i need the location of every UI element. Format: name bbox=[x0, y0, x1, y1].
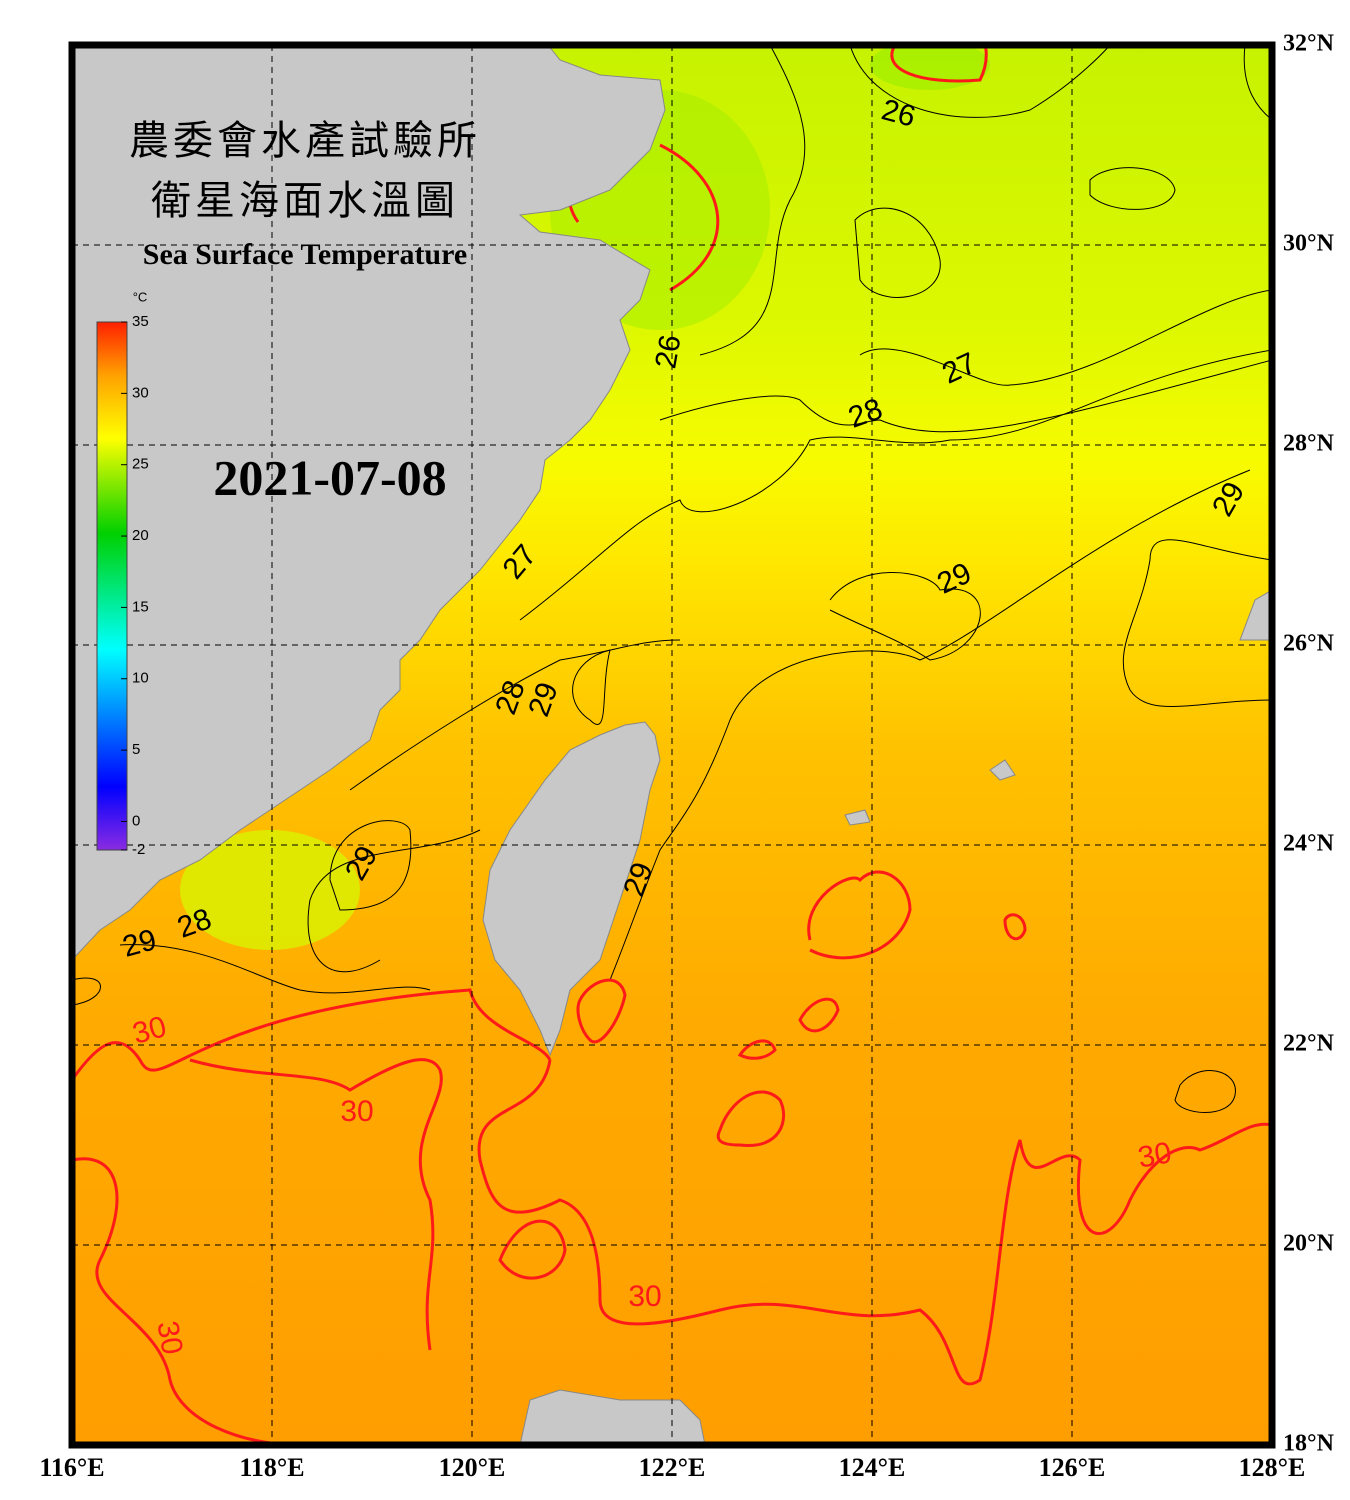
colorbar-tick-label: 10 bbox=[132, 670, 149, 687]
colorbar-tick-label: 0 bbox=[132, 812, 140, 829]
colorbar-tick-label: 5 bbox=[132, 741, 140, 758]
lon-label: 128°E bbox=[1239, 1453, 1306, 1482]
lat-label: 28°N bbox=[1283, 431, 1335, 457]
contour-label: 30 bbox=[628, 1280, 661, 1313]
colorbar bbox=[96, 321, 128, 851]
colorbar-unit: °C bbox=[133, 289, 148, 304]
lat-label: 26°N bbox=[1283, 631, 1335, 657]
contour-label: 26 bbox=[649, 332, 687, 371]
lon-label: 116°E bbox=[39, 1453, 104, 1482]
contours bbox=[72, 45, 1272, 1113]
contours-30 bbox=[72, 45, 1272, 1445]
contour-label: 30 bbox=[340, 1095, 373, 1128]
subtitle: Sea Surface Temperature bbox=[143, 238, 467, 271]
lon-label: 122°E bbox=[639, 1453, 706, 1482]
title-line: 農委會水產試驗所 bbox=[129, 118, 481, 163]
lat-label: 24°N bbox=[1283, 831, 1335, 857]
lat-label: 32°N bbox=[1283, 31, 1335, 57]
lat-label: 22°N bbox=[1283, 1031, 1335, 1057]
grid bbox=[72, 45, 1272, 1445]
contour-label: 30 bbox=[150, 1318, 188, 1357]
land bbox=[72, 45, 1272, 1445]
map-area bbox=[72, 45, 1272, 1445]
contour-label: 30 bbox=[1135, 1136, 1174, 1174]
lon-label: 120°E bbox=[439, 1453, 506, 1482]
colorbar-tick-label: 30 bbox=[132, 384, 149, 401]
lat-label: 30°N bbox=[1283, 231, 1335, 257]
cool-patch bbox=[870, 45, 990, 90]
lat-label: 18°N bbox=[1283, 1431, 1335, 1457]
frame bbox=[68, 41, 1276, 1449]
title-line: 衛星海面水溫圖 bbox=[151, 178, 459, 223]
lat-label: 20°N bbox=[1283, 1231, 1335, 1257]
lon-label: 126°E bbox=[1039, 1453, 1106, 1482]
lon-label: 118°E bbox=[239, 1453, 304, 1482]
colorbar-tick-label: 20 bbox=[132, 527, 149, 544]
colorbar-tick-label: -2 bbox=[132, 841, 145, 858]
lon-label: 124°E bbox=[839, 1453, 906, 1482]
cool-patch bbox=[180, 830, 360, 950]
colorbar-tick-label: 25 bbox=[132, 456, 149, 473]
date: 2021-07-08 bbox=[213, 449, 446, 505]
colorbar-tick-label: 35 bbox=[132, 313, 149, 330]
colorbar-tick-label: 15 bbox=[132, 598, 149, 615]
